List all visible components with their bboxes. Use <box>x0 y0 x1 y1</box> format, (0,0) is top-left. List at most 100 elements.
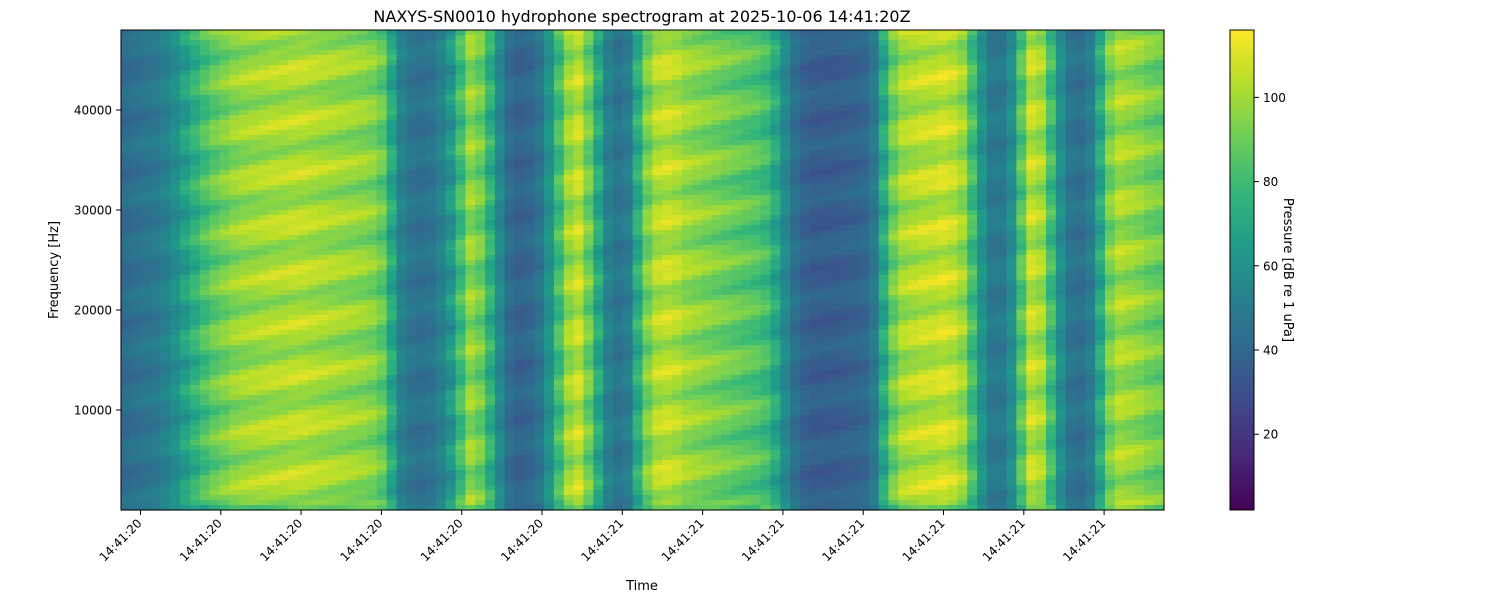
heatmap-cell <box>632 115 644 121</box>
heatmap-cell <box>868 130 880 136</box>
heatmap-cell <box>1124 240 1136 246</box>
heatmap-cell <box>593 240 604 246</box>
heatmap-cell <box>563 210 575 216</box>
heatmap-cell <box>288 80 299 86</box>
heatmap-cell <box>1045 90 1057 96</box>
heatmap-cell <box>288 55 299 61</box>
heatmap-cell <box>435 30 447 36</box>
heatmap-cell <box>711 110 722 116</box>
heatmap-cell <box>140 35 152 41</box>
heatmap-cell <box>268 220 280 226</box>
heatmap-cell <box>298 110 309 116</box>
heatmap-cell <box>908 105 919 111</box>
heatmap-cell <box>1016 105 1027 111</box>
heatmap-cell <box>731 220 742 226</box>
heatmap-cell <box>180 70 191 76</box>
heatmap-cell <box>376 80 388 86</box>
heatmap-cell <box>829 155 840 161</box>
heatmap-cell <box>986 175 998 181</box>
heatmap-cell <box>1154 45 1165 51</box>
heatmap-cell <box>888 190 899 196</box>
heatmap-cell <box>160 160 171 166</box>
heatmap-cell <box>612 155 624 161</box>
heatmap-cell <box>514 125 526 131</box>
heatmap-cell <box>927 210 939 216</box>
heatmap-cell <box>445 75 457 81</box>
heatmap-cell <box>849 230 860 236</box>
heatmap-cell <box>642 95 653 101</box>
heatmap-cell <box>445 100 457 106</box>
heatmap-cell <box>140 70 152 76</box>
heatmap-cell <box>524 85 535 91</box>
heatmap-cell <box>426 200 437 206</box>
heatmap-cell <box>868 250 880 256</box>
heatmap-cell <box>189 170 201 176</box>
heatmap-cell <box>858 75 870 81</box>
heatmap-cell <box>248 135 260 141</box>
heatmap-cell <box>947 215 958 221</box>
heatmap-cell <box>898 215 909 221</box>
heatmap-cell <box>366 225 378 231</box>
heatmap-cell <box>435 150 447 156</box>
heatmap-cell <box>927 75 939 81</box>
heatmap-cell <box>809 145 821 151</box>
heatmap-cell <box>878 240 890 246</box>
heatmap-cell <box>416 55 427 61</box>
heatmap-cell <box>426 75 437 81</box>
heatmap-cell <box>1055 160 1067 166</box>
heatmap-cell <box>612 200 624 206</box>
heatmap-cell <box>1006 30 1018 36</box>
heatmap-cell <box>1085 65 1096 71</box>
heatmap-cell <box>701 110 712 116</box>
heatmap-cell <box>229 30 240 36</box>
heatmap-cell <box>563 65 575 71</box>
heatmap-cell <box>317 45 329 51</box>
heatmap-cell <box>1134 135 1145 141</box>
heatmap-cell <box>150 40 161 46</box>
heatmap-cell <box>150 260 161 266</box>
heatmap-cell <box>1026 135 1037 141</box>
heatmap-cell <box>140 125 152 131</box>
heatmap-cell <box>642 100 653 106</box>
heatmap-cell <box>1065 205 1077 211</box>
heatmap-cell <box>248 140 260 146</box>
heatmap-cell <box>455 240 466 246</box>
heatmap-cell <box>1045 120 1057 126</box>
heatmap-cell <box>534 210 545 216</box>
heatmap-cell <box>672 60 683 66</box>
heatmap-cell <box>239 95 250 101</box>
heatmap-cell <box>583 195 594 201</box>
heatmap-cell <box>662 90 673 96</box>
heatmap-cell <box>357 200 368 206</box>
heatmap-cell <box>386 195 398 201</box>
heatmap-cell <box>239 210 250 216</box>
heatmap-cell <box>1114 250 1126 256</box>
heatmap-cell <box>426 95 437 101</box>
heatmap-cell <box>681 130 693 136</box>
heatmap-cell <box>1144 215 1155 221</box>
heatmap-cell <box>799 110 811 116</box>
heatmap-cell <box>947 70 958 76</box>
heatmap-cell <box>1016 30 1027 36</box>
heatmap-cell <box>977 50 988 56</box>
heatmap-cell <box>514 240 526 246</box>
heatmap-cell <box>278 160 289 166</box>
heatmap-cell <box>1154 225 1165 231</box>
heatmap-cell <box>858 40 870 46</box>
heatmap-cell <box>672 55 683 61</box>
heatmap-cell <box>986 235 998 241</box>
heatmap-cell <box>258 95 270 101</box>
heatmap-cell <box>298 160 309 166</box>
heatmap-cell <box>760 60 772 66</box>
heatmap-cell <box>219 165 230 171</box>
heatmap-cell <box>790 200 801 206</box>
heatmap-cell <box>1055 80 1067 86</box>
heatmap-cell <box>357 195 368 201</box>
heatmap-cell <box>258 100 270 106</box>
heatmap-cell <box>731 30 742 36</box>
heatmap-cell <box>553 220 565 226</box>
heatmap-cell <box>524 260 535 266</box>
heatmap-cell <box>366 130 378 136</box>
heatmap-cell <box>819 155 831 161</box>
heatmap-cell <box>209 245 220 251</box>
